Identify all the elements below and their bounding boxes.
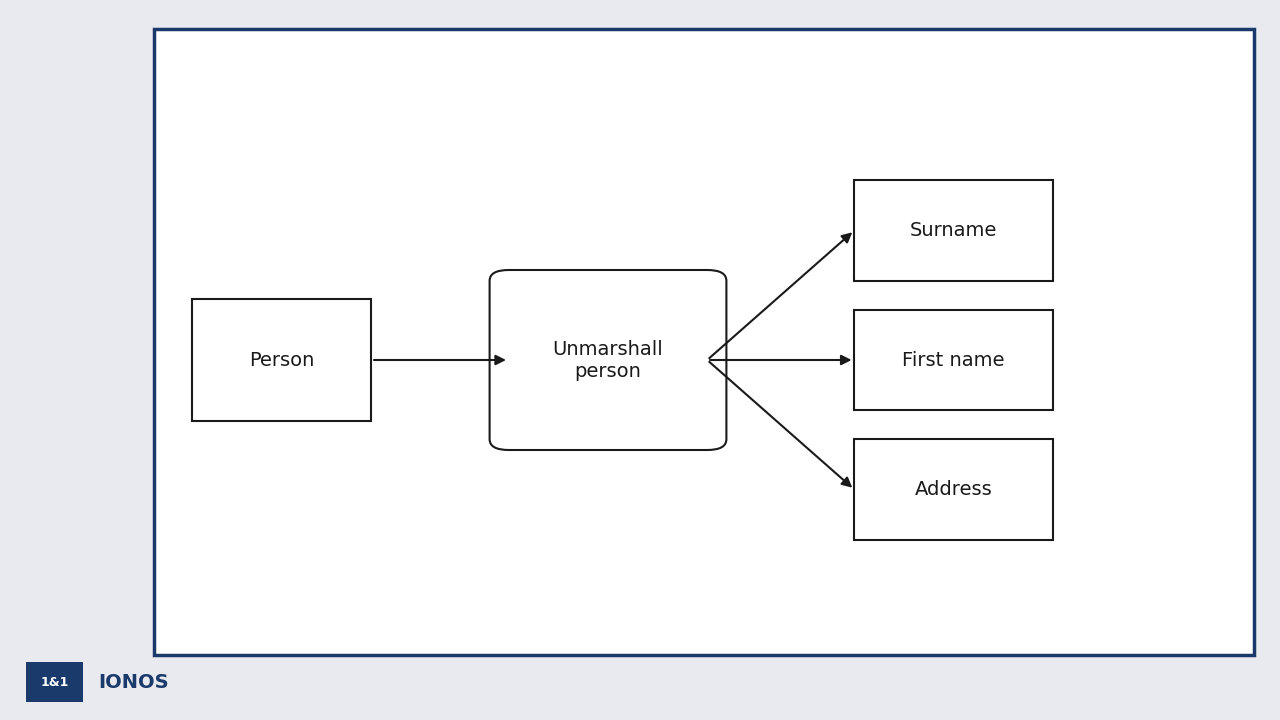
Text: 1&1: 1&1 — [40, 675, 69, 689]
Text: Address: Address — [915, 480, 992, 499]
FancyBboxPatch shape — [26, 662, 83, 702]
FancyBboxPatch shape — [855, 439, 1052, 540]
FancyBboxPatch shape — [855, 180, 1052, 281]
FancyBboxPatch shape — [855, 310, 1052, 410]
Text: Person: Person — [248, 351, 315, 369]
FancyBboxPatch shape — [489, 270, 726, 450]
Text: Surname: Surname — [910, 221, 997, 240]
Text: Unmarshall
person: Unmarshall person — [553, 340, 663, 380]
FancyBboxPatch shape — [192, 299, 371, 421]
Text: IONOS: IONOS — [99, 672, 169, 692]
FancyBboxPatch shape — [154, 29, 1254, 655]
Text: First name: First name — [902, 351, 1005, 369]
